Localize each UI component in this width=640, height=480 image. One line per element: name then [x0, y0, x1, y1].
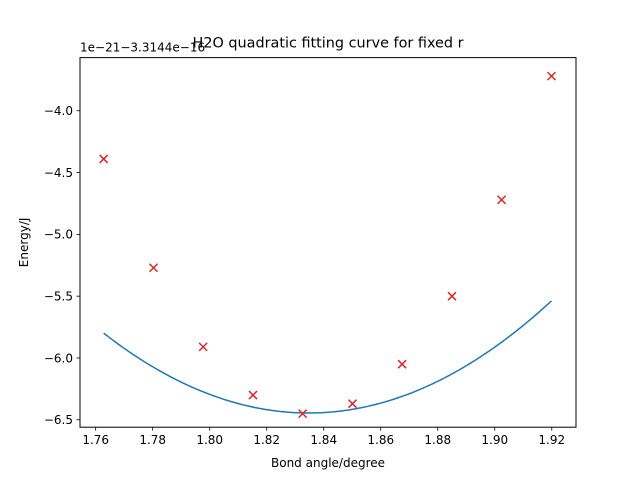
x-tick-label: 1.88	[424, 433, 451, 447]
data-point	[149, 263, 159, 273]
data-point	[497, 195, 507, 205]
x-axis-label: Bond angle/degree	[271, 456, 385, 470]
x-tick-label: 1.80	[196, 433, 223, 447]
x-tick-label: 1.86	[367, 433, 394, 447]
chart-title: H2O quadratic fitting curve for fixed r	[193, 36, 464, 52]
data-point	[397, 359, 407, 369]
axes-frame	[79, 57, 577, 428]
x-tick-label: 1.90	[481, 433, 508, 447]
data-point	[248, 390, 258, 400]
y-offset-text: 1e−21−3.3144e−16	[80, 41, 205, 55]
x-axis: 1.76 1.78 1.80 1.82 1.84 1.86 1.88 1.90 1.92	[82, 427, 565, 447]
data-point	[298, 409, 308, 419]
y-axis-label: Energy/J	[17, 218, 31, 268]
y-tick-label: −4.5	[44, 166, 73, 180]
y-axis: −6.5 −6.0 −5.5 −5.0 −4.5 −4.0	[44, 104, 80, 427]
x-tick-label: 1.84	[310, 433, 337, 447]
data-point	[198, 342, 208, 352]
plot-area	[99, 71, 557, 419]
y-tick-label: −4.0	[44, 104, 73, 118]
y-tick-label: −5.0	[44, 228, 73, 242]
x-tick-label: 1.82	[253, 433, 280, 447]
data-point	[347, 399, 358, 409]
y-tick-label: −5.5	[44, 289, 73, 303]
y-tick-label: −6.0	[44, 351, 73, 365]
fit-curve	[103, 300, 552, 414]
x-tick-label: 1.92	[538, 433, 565, 447]
data-point	[447, 291, 457, 301]
data-point	[99, 154, 109, 164]
x-tick-label: 1.78	[139, 433, 166, 447]
y-tick-label: −6.5	[44, 413, 73, 427]
x-tick-label: 1.76	[82, 433, 109, 447]
data-point	[546, 71, 557, 81]
